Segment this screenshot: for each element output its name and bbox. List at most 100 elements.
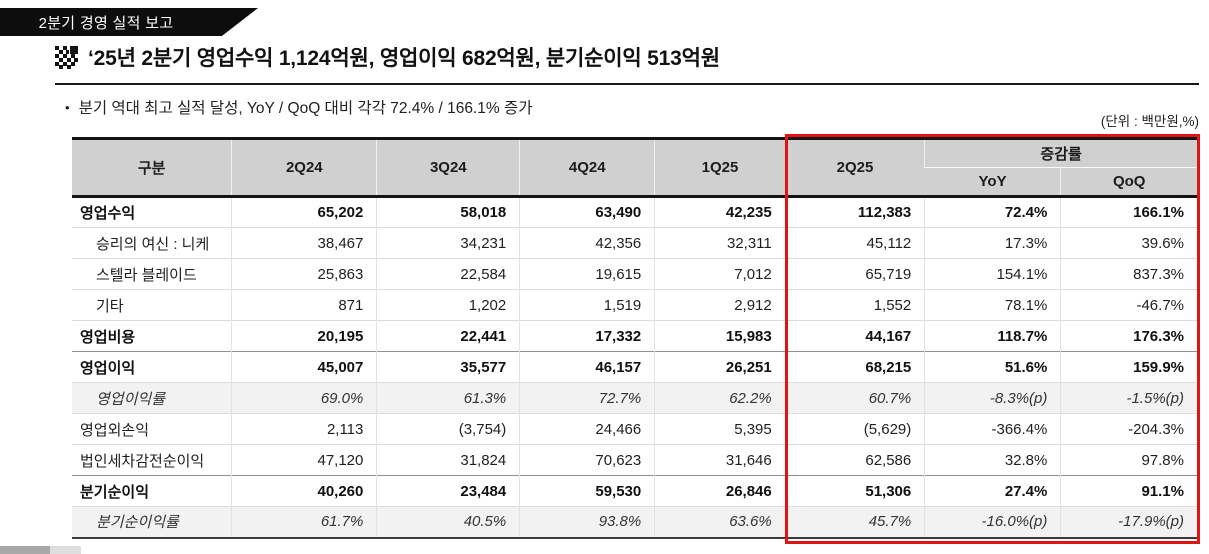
row-value: 118.7% <box>924 320 1061 352</box>
results-table-wrap: 구분 2Q24 3Q24 4Q24 1Q25 2Q25 증감률 YoY QoQ … <box>72 134 1200 544</box>
row-value: 166.1% <box>1060 196 1197 228</box>
table-row: 영업수익 65,202 58,018 63,490 42,235 112,383 72.4%… <box>72 196 1197 228</box>
row-value: 58,018 <box>376 196 520 228</box>
row-value: -16.0%(p) <box>924 506 1061 538</box>
row-value: -46.7% <box>1060 289 1197 321</box>
row-value: 35,577 <box>376 351 520 383</box>
table-row: 영업이익률 69.0% 61.3% 72.7% 62.2% 60.7% -8.3%(p) -1… <box>72 382 1197 414</box>
row-value: 2,912 <box>654 289 786 321</box>
row-value: 78.1% <box>924 289 1061 321</box>
table-row: 영업외손익 2,113 (3,754) 24,466 5,395 (5,629) -366.… <box>72 413 1197 445</box>
row-value: 25,863 <box>231 258 377 290</box>
row-value: 1,202 <box>376 289 520 321</box>
row-value: 19,615 <box>519 258 655 290</box>
row-value: 61.3% <box>376 382 520 414</box>
row-value: 62.2% <box>654 382 786 414</box>
row-value: 39.6% <box>1060 227 1197 259</box>
row-value: 40.5% <box>376 506 520 538</box>
results-table-header: 구분 2Q24 3Q24 4Q24 1Q25 2Q25 증감률 YoY QoQ <box>72 138 1197 198</box>
row-value: 70,623 <box>519 444 655 476</box>
row-value: -8.3%(p) <box>924 382 1061 414</box>
unit-note: (단위 : 백만원,%) <box>1100 114 1199 129</box>
row-value: 42,235 <box>654 196 786 228</box>
table-row: 영업비용 20,195 22,441 17,332 15,983 44,167 118.7%… <box>72 320 1197 352</box>
page-title: ‘25년 2분기 영업수익 1,124억원, 영업이익 682억원, 분기순이익… <box>88 47 720 70</box>
row-value: 27.4% <box>924 475 1061 507</box>
row-label: 영업외손익 <box>72 413 232 445</box>
col-header-qoq: QoQ <box>1060 167 1197 198</box>
row-value: 45,007 <box>231 351 377 383</box>
bullet-marker-icon: • <box>65 100 70 115</box>
row-label: 스텔라 블레이드 <box>72 258 232 290</box>
row-value: 59,530 <box>519 475 655 507</box>
row-value: 42,356 <box>519 227 655 259</box>
row-value: 40,260 <box>231 475 377 507</box>
row-value: 60.7% <box>784 382 925 414</box>
results-table-body: 영업수익 65,202 58,018 63,490 42,235 112,383 72.4%… <box>72 196 1197 538</box>
row-label: 분기순이익 <box>72 475 232 507</box>
report-badge-label: 2분기 경영 실적 보고 <box>38 14 174 32</box>
table-row: 분기순이익률 61.7% 40.5% 93.8% 63.6% 45.7% -16.0%(p)… <box>72 506 1197 538</box>
row-value: 837.3% <box>1060 258 1197 290</box>
row-value: 15,983 <box>654 320 786 352</box>
row-value: 63,490 <box>519 196 655 228</box>
checkered-flag-logo-icon <box>55 45 78 69</box>
table-row: 법인세차감전순이익 47,120 31,824 70,623 31,646 62,586 3… <box>72 444 1197 476</box>
row-value: 44,167 <box>784 320 925 352</box>
row-value: 61.7% <box>231 506 377 538</box>
row-value: 159.9% <box>1060 351 1197 383</box>
row-value: 24,466 <box>519 413 655 445</box>
report-badge: 2분기 경영 실적 보고 <box>0 8 258 36</box>
row-value: 62,586 <box>784 444 925 476</box>
table-row: 스텔라 블레이드 25,863 22,584 19,615 7,012 65,719 154… <box>72 258 1197 290</box>
row-value: (3,754) <box>376 413 520 445</box>
row-value: 69.0% <box>231 382 377 414</box>
row-value: -17.9%(p) <box>1060 506 1197 538</box>
row-value: 45.7% <box>784 506 925 538</box>
row-value: 32.8% <box>924 444 1061 476</box>
row-value: 47,120 <box>231 444 377 476</box>
table-row: 영업이익 45,007 35,577 46,157 26,251 68,215 51.6% 1… <box>72 351 1197 383</box>
row-value: 154.1% <box>924 258 1061 290</box>
row-label: 영업수익 <box>80 205 136 222</box>
row-value: 2,113 <box>231 413 377 445</box>
summary-bullet-text: 분기 역대 최고 실적 달성, YoY / QoQ 대비 각각 72.4% / … <box>78 100 533 117</box>
row-label: 영업이익 <box>72 351 232 383</box>
footer-strip-light <box>50 546 81 554</box>
row-value: 1,519 <box>519 289 655 321</box>
row-value: 91.1% <box>1060 475 1197 507</box>
row-value: 5,395 <box>654 413 786 445</box>
row-value: 51.6% <box>924 351 1061 383</box>
row-value: 23,484 <box>376 475 520 507</box>
page-title-block: ‘25년 2분기 영업수익 1,124억원, 영업이익 682억원, 분기순이익… <box>55 42 1199 85</box>
row-value: 17.3% <box>924 227 1061 259</box>
row-value: 63.6% <box>654 506 786 538</box>
row-value: 22,441 <box>376 320 520 352</box>
row-value: (5,629) <box>784 413 925 445</box>
row-value: 32,311 <box>654 227 786 259</box>
row-value: 68,215 <box>784 351 925 383</box>
row-label: 기타 <box>72 289 232 321</box>
row-label: 영업이익률 <box>72 382 232 414</box>
row-value: -366.4% <box>924 413 1061 445</box>
row-value: 51,306 <box>784 475 925 507</box>
row-label: 영업비용 <box>72 320 232 352</box>
row-value: 22,584 <box>376 258 520 290</box>
row-value: 38,467 <box>231 227 377 259</box>
col-header-2q24: 2Q24 <box>231 138 377 198</box>
row-label: 승리의 여신 : 니케 <box>72 227 232 259</box>
row-value: 26,251 <box>654 351 786 383</box>
row-value: 97.8% <box>1060 444 1197 476</box>
row-value: 20,195 <box>231 320 377 352</box>
row-value: -1.5%(p) <box>1060 382 1197 414</box>
col-header-2q25: 2Q25 <box>784 138 925 198</box>
table-row: 분기순이익 40,260 23,484 59,530 26,846 51,306 27.4%… <box>72 475 1197 507</box>
row-label: 분기순이익률 <box>72 506 232 538</box>
summary-bullet: • 분기 역대 최고 실적 달성, YoY / QoQ 대비 각각 72.4% /… <box>65 96 532 118</box>
row-value: 17,332 <box>519 320 655 352</box>
row-value: 65,719 <box>784 258 925 290</box>
col-header-4q24: 4Q24 <box>519 138 655 198</box>
table-row: 승리의 여신 : 니케 38,467 34,231 42,356 32,311 45,11… <box>72 227 1197 259</box>
col-header-yoy: YoY <box>924 167 1061 198</box>
